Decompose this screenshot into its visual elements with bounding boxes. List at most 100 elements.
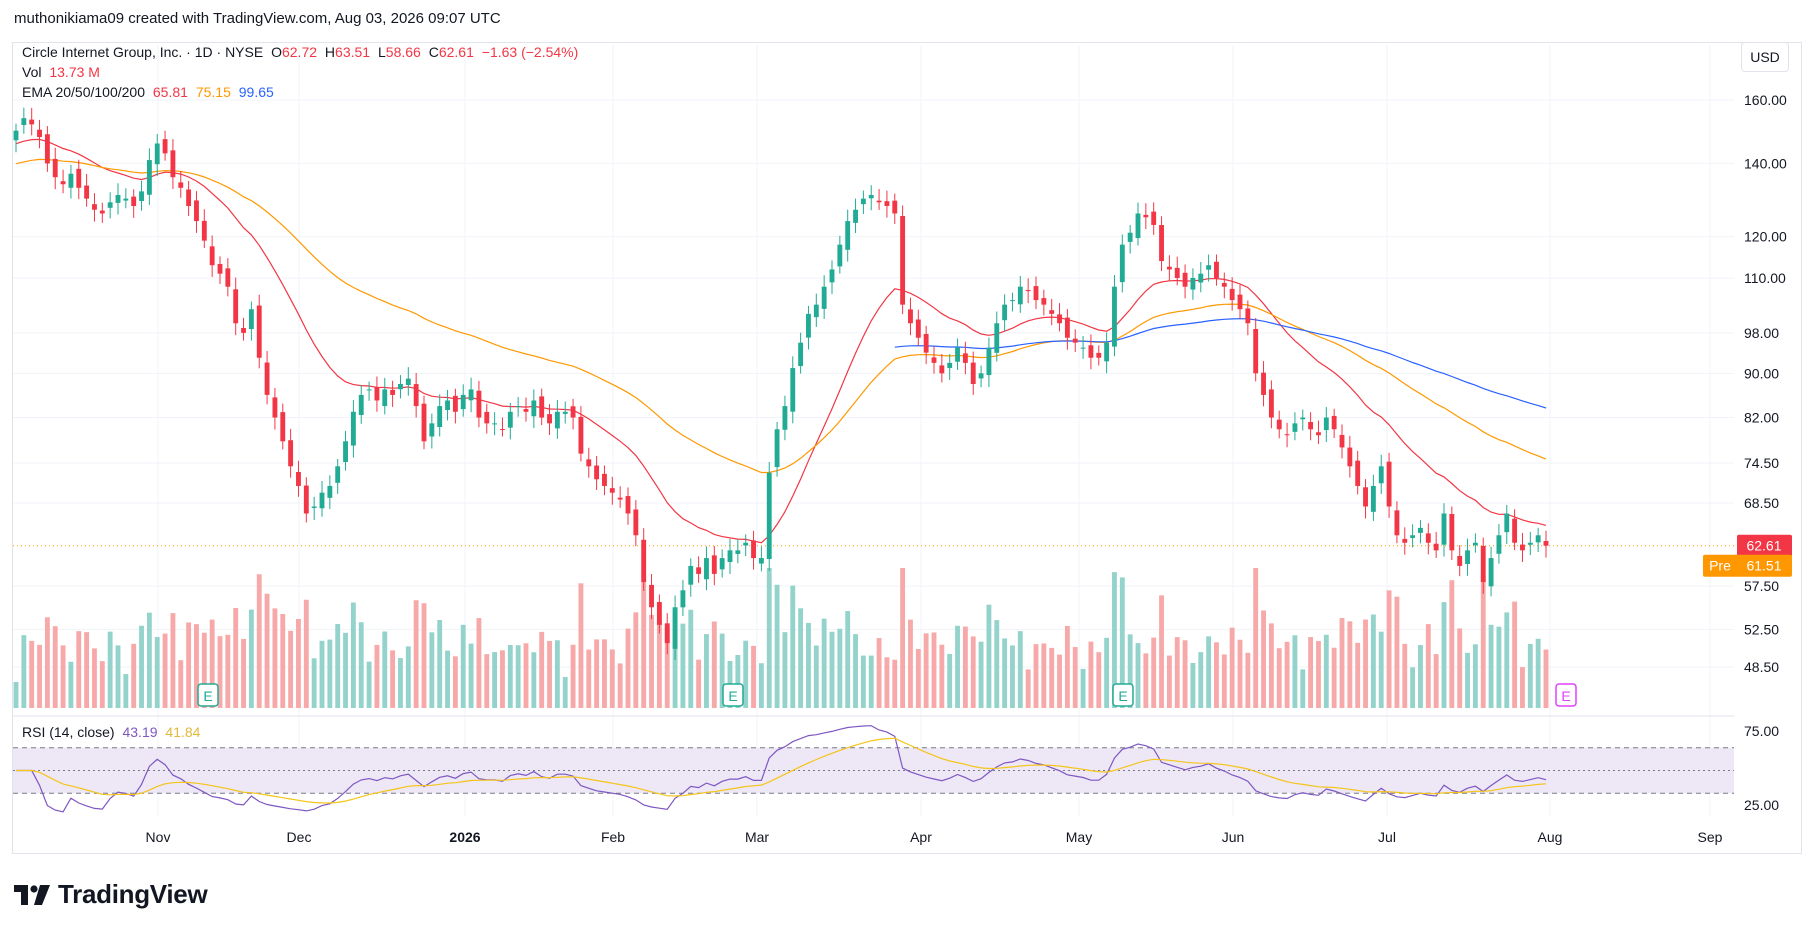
volume-bar — [178, 660, 184, 708]
candle-body — [578, 416, 584, 454]
candle-body — [146, 160, 152, 195]
ema-lines — [13, 138, 1734, 547]
volume-bar — [602, 639, 607, 708]
volume-bar — [868, 655, 874, 708]
volume-bar — [350, 602, 356, 708]
candle-body — [437, 406, 443, 428]
legend-row-rsi: RSI (14, close) 43.19 41.84 — [22, 724, 204, 740]
candle-body — [1221, 282, 1227, 287]
candle-body — [201, 220, 207, 241]
axis-labels: 160.00 140.00 120.00 110.00 98.00 90.00 82.00 7… — [146, 92, 1787, 845]
candle-body — [68, 173, 74, 188]
candle-body — [1245, 308, 1251, 324]
volume-bar — [107, 631, 113, 708]
candle-body — [1096, 352, 1102, 358]
legend-row-volume: Vol 13.73 M — [22, 64, 104, 80]
volume-bar — [256, 574, 262, 708]
volume-bar — [1151, 637, 1157, 708]
candle-body — [1057, 314, 1062, 324]
volume-bar — [29, 640, 35, 708]
volume-bar — [515, 645, 521, 708]
candle-body — [1151, 211, 1157, 225]
candle-body — [52, 158, 58, 178]
volume-bar — [44, 617, 50, 708]
candle-body — [319, 492, 325, 509]
candle-body — [296, 472, 301, 486]
candle-body — [452, 395, 458, 412]
candle-body — [1520, 544, 1525, 551]
candle-body — [1504, 513, 1510, 533]
candle-body — [92, 204, 97, 210]
candle-body — [664, 623, 670, 644]
candle-body — [209, 246, 215, 266]
volume-bar — [476, 618, 482, 708]
candle-body — [1229, 288, 1235, 301]
time-tick-label: Jun — [1222, 829, 1245, 845]
volume-bar — [1300, 669, 1306, 708]
volume-bar — [1166, 655, 1172, 708]
candle-body — [1370, 485, 1376, 512]
candle-body — [978, 373, 984, 379]
candle-body — [1064, 317, 1070, 338]
candle-body — [586, 459, 592, 467]
chart-credit: muthonikiama09 created with TradingView.… — [14, 10, 501, 27]
time-tick-label: Feb — [601, 829, 625, 845]
volume-bar — [1496, 626, 1502, 708]
candle-body — [672, 607, 678, 649]
volume-bar — [751, 645, 756, 708]
volume-label: Vol — [22, 64, 42, 80]
volume-bar — [1410, 667, 1416, 708]
candle-body — [711, 555, 717, 574]
candle-body — [248, 309, 254, 330]
candle-body — [1025, 289, 1031, 292]
ema50-value: 75.15 — [195, 84, 231, 100]
candle-body — [633, 509, 639, 536]
volume-bar — [437, 619, 443, 708]
volume-bar — [1527, 643, 1533, 708]
currency-button[interactable]: USD — [1741, 42, 1789, 72]
candle-body — [1496, 535, 1502, 554]
volume-bar — [194, 624, 199, 708]
volume-bar — [696, 659, 702, 708]
volume-bar — [123, 674, 129, 708]
time-tick-label: Jul — [1378, 829, 1396, 845]
candle-body — [1214, 261, 1219, 278]
candle-body — [1104, 342, 1110, 362]
volume-bar — [578, 583, 584, 708]
volume-bar — [225, 634, 231, 708]
candle-body — [1308, 422, 1314, 430]
candle-body — [868, 194, 874, 199]
candle-body — [1002, 304, 1008, 321]
candle-body — [829, 269, 835, 283]
candle-body — [1543, 540, 1549, 546]
volume-bar — [1543, 649, 1549, 708]
volume-bar — [343, 632, 348, 708]
volume-bar — [1072, 647, 1078, 708]
volume-bar — [962, 626, 968, 708]
candle-body — [782, 406, 788, 430]
volume-bar — [1370, 614, 1376, 708]
candle-body — [107, 202, 113, 208]
candle-body — [1347, 447, 1353, 467]
volume-bar — [170, 613, 176, 708]
candle-body — [962, 353, 968, 363]
volume-bar — [1441, 602, 1447, 708]
candle-body — [29, 119, 35, 125]
volume-bar — [280, 613, 286, 708]
candle-body — [131, 196, 137, 206]
candle-body — [76, 168, 82, 188]
candle-body — [955, 347, 960, 362]
volume-bar — [1159, 595, 1164, 708]
volume-bar — [1025, 669, 1031, 708]
volume-bar — [1229, 627, 1235, 708]
volume-bar — [1449, 580, 1455, 708]
candle-body — [115, 194, 121, 203]
volume-bar — [1080, 668, 1086, 708]
candle-body — [1441, 513, 1447, 545]
candle-body — [1323, 417, 1329, 431]
volume-bar — [241, 638, 246, 708]
volume-bar — [1206, 636, 1212, 708]
candle-body — [860, 198, 866, 205]
